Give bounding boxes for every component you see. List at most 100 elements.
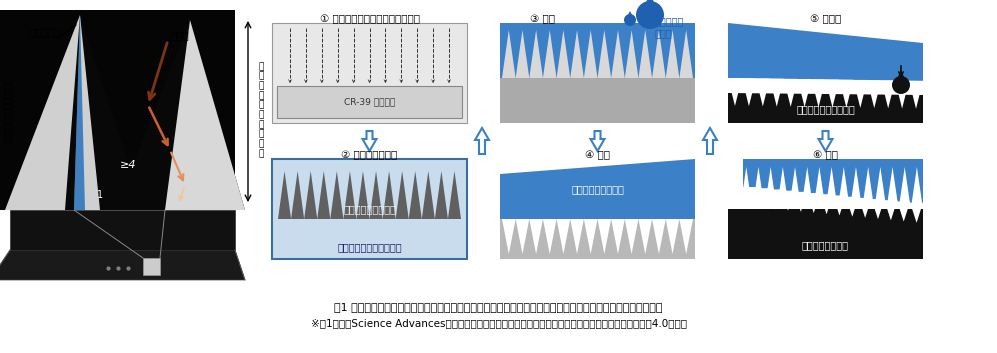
Polygon shape xyxy=(515,30,529,78)
Text: 入射光: 入射光 xyxy=(170,30,188,40)
Text: ※図1右は、Science Advances誌に掲載された図を改変。クリエイティブ・コモンズ・ライセンス（表示4.0国際）: ※図1右は、Science Advances誌に掲載された図を改変。クリエイティ… xyxy=(310,318,687,328)
Polygon shape xyxy=(543,219,556,254)
Polygon shape xyxy=(812,79,826,107)
Polygon shape xyxy=(814,167,826,209)
Polygon shape xyxy=(808,193,821,213)
Polygon shape xyxy=(317,171,330,219)
Circle shape xyxy=(636,1,664,29)
Text: ① 高エネルギーイオンビーム照射: ① 高エネルギーイオンビーム照射 xyxy=(319,14,420,24)
Polygon shape xyxy=(529,30,543,78)
Polygon shape xyxy=(897,202,910,222)
Polygon shape xyxy=(839,80,853,108)
Polygon shape xyxy=(645,0,655,5)
Polygon shape xyxy=(500,159,695,219)
Polygon shape xyxy=(363,131,377,151)
Polygon shape xyxy=(502,219,515,254)
Polygon shape xyxy=(611,30,625,78)
Text: 1: 1 xyxy=(97,190,103,200)
Polygon shape xyxy=(500,219,695,259)
Polygon shape xyxy=(798,79,812,107)
Polygon shape xyxy=(65,15,80,210)
Polygon shape xyxy=(584,219,597,254)
Circle shape xyxy=(624,14,636,26)
Text: 光閉じ込め構造原盤: 光閉じ込め構造原盤 xyxy=(343,204,396,214)
Polygon shape xyxy=(500,78,695,123)
Text: 鋭いエッジ: 鋭いエッジ xyxy=(29,27,61,37)
Polygon shape xyxy=(304,171,317,219)
Polygon shape xyxy=(343,171,357,219)
Text: ② エッチング処理: ② エッチング処理 xyxy=(341,150,398,160)
Text: ≥4: ≥4 xyxy=(120,160,137,170)
Polygon shape xyxy=(515,219,529,254)
Polygon shape xyxy=(272,23,467,123)
Polygon shape xyxy=(819,131,832,151)
Polygon shape xyxy=(782,191,795,211)
Text: ナノレベルで磨かれた光学面: ナノレベルで磨かれた光学面 xyxy=(4,78,13,143)
Text: ③ 転写: ③ 転写 xyxy=(530,14,555,24)
Polygon shape xyxy=(5,15,145,210)
Polygon shape xyxy=(409,171,422,219)
Polygon shape xyxy=(837,167,849,209)
Polygon shape xyxy=(858,198,871,218)
Polygon shape xyxy=(638,30,652,78)
Polygon shape xyxy=(756,188,769,208)
Polygon shape xyxy=(570,219,584,254)
Polygon shape xyxy=(728,78,742,106)
Text: シリコーン
樹脂液: シリコーン 樹脂液 xyxy=(655,16,684,38)
Polygon shape xyxy=(756,78,770,106)
Polygon shape xyxy=(898,167,911,209)
Polygon shape xyxy=(502,30,515,78)
Polygon shape xyxy=(638,219,652,254)
Text: 水酸化ナトリウム水溶液: 水酸化ナトリウム水溶液 xyxy=(337,242,402,252)
Polygon shape xyxy=(556,219,570,254)
Polygon shape xyxy=(652,219,666,254)
Polygon shape xyxy=(795,192,808,212)
Polygon shape xyxy=(396,171,409,219)
Polygon shape xyxy=(740,167,753,209)
Polygon shape xyxy=(652,30,666,78)
Polygon shape xyxy=(597,30,611,78)
Polygon shape xyxy=(666,30,679,78)
Text: 光閉じ込め構造の型: 光閉じ込め構造の型 xyxy=(571,184,624,194)
Text: 数
十
マ
イ
ク
ロ
メ
ー
ト
ル: 数 十 マ イ ク ロ メ ー ト ル xyxy=(258,62,263,158)
Polygon shape xyxy=(826,79,839,108)
Polygon shape xyxy=(625,219,638,254)
Polygon shape xyxy=(886,167,898,209)
Polygon shape xyxy=(448,171,461,219)
Text: ⑥ 離型: ⑥ 離型 xyxy=(813,150,838,160)
Polygon shape xyxy=(862,167,874,209)
Polygon shape xyxy=(897,70,905,79)
Polygon shape xyxy=(627,11,633,17)
Polygon shape xyxy=(765,167,777,209)
Polygon shape xyxy=(910,203,923,223)
Polygon shape xyxy=(789,167,802,209)
Circle shape xyxy=(892,76,910,94)
Polygon shape xyxy=(529,219,543,254)
Polygon shape xyxy=(728,167,740,209)
Polygon shape xyxy=(556,30,570,78)
Polygon shape xyxy=(743,187,756,207)
Polygon shape xyxy=(777,167,789,209)
Polygon shape xyxy=(874,167,886,209)
Polygon shape xyxy=(821,194,833,214)
Polygon shape xyxy=(679,30,693,78)
Polygon shape xyxy=(881,80,895,108)
Polygon shape xyxy=(435,171,448,219)
Polygon shape xyxy=(871,199,884,219)
Polygon shape xyxy=(753,167,765,209)
Polygon shape xyxy=(330,171,343,219)
Polygon shape xyxy=(500,23,695,78)
Polygon shape xyxy=(165,20,245,210)
Text: 至高の暗黒シート: 至高の暗黒シート xyxy=(802,240,849,250)
Polygon shape xyxy=(845,197,858,217)
Polygon shape xyxy=(475,128,489,154)
Polygon shape xyxy=(728,209,923,259)
Polygon shape xyxy=(597,219,611,254)
Polygon shape xyxy=(357,171,370,219)
Polygon shape xyxy=(625,30,638,78)
Polygon shape xyxy=(909,81,923,109)
Polygon shape xyxy=(770,79,784,107)
Polygon shape xyxy=(584,30,597,78)
Polygon shape xyxy=(826,167,837,209)
Polygon shape xyxy=(884,201,897,220)
